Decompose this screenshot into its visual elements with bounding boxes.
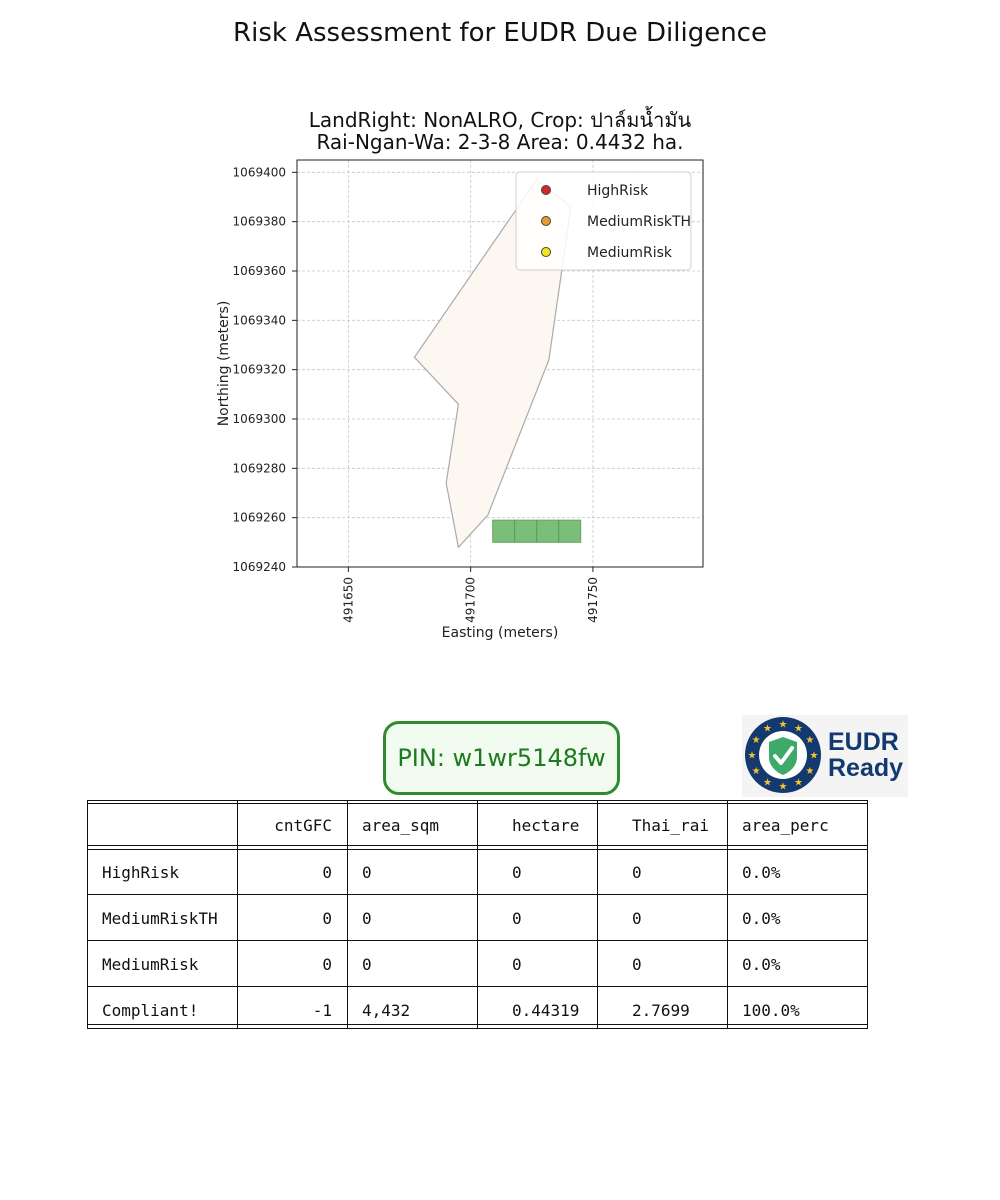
table-header-cell: area_perc [742, 816, 829, 835]
legend-label: MediumRiskTH [587, 214, 691, 230]
y-tick-label: 1069380 [233, 215, 286, 229]
forest-cover-cell [514, 519, 538, 543]
table-header-cell: Thai_rai [632, 816, 710, 835]
table-row-label: MediumRiskTH [102, 909, 218, 928]
legend-label: HighRisk [587, 183, 649, 199]
table-column-divider [867, 800, 868, 1028]
forest-cover-cell [492, 519, 516, 543]
table-cell: 0 [362, 955, 372, 974]
table-row-label: HighRisk [102, 863, 180, 882]
logo-star-icon: ★ [805, 766, 814, 777]
table-row-label: MediumRisk [102, 955, 199, 974]
forest-cover-cell [558, 519, 582, 543]
risk-summary-table: cntGFC area_sqm hectare Thai_rai area_perc Hi… [87, 800, 868, 1030]
table-column-divider [597, 800, 598, 1028]
legend-label: MediumRisk [587, 245, 673, 261]
x-tick-label: 491750 [586, 577, 600, 623]
x-tick-label: 491700 [464, 577, 478, 623]
table-cell: 0.0% [742, 863, 781, 882]
eudr-ready-logo: ★ ★ ★ ★ ★ ★ ★ ★ ★ ★ ★ ★ EUDR Ready [742, 715, 908, 797]
legend-box [515, 171, 692, 271]
logo-text-line2: Ready [828, 754, 904, 782]
logo-text-line1: EUDR [828, 728, 899, 756]
logo-star-icon: ★ [794, 724, 803, 735]
logo-star-icon: ★ [810, 751, 819, 762]
table-cell: 2.7699 [632, 1001, 690, 1020]
legend-marker [541, 216, 551, 226]
table-column-divider [347, 800, 348, 1028]
y-axis-label: Northing (meters) [216, 301, 232, 427]
legend-marker [541, 247, 551, 257]
y-tick-label: 1069240 [233, 560, 286, 574]
table-rule [87, 1028, 868, 1029]
logo-star-icon: ★ [794, 777, 803, 788]
logo-star-icon: ★ [752, 766, 761, 777]
chart-title-line1: LandRight: NonALRO, Crop: ปาล์มน้ำมัน [308, 108, 692, 132]
table-cell: 0 [512, 955, 522, 974]
logo-text: EUDR Ready [828, 729, 903, 781]
logo-star-icon: ★ [779, 782, 788, 793]
table-row-label: Compliant! [102, 1001, 199, 1020]
y-tick-label: 1069400 [233, 165, 286, 179]
table-cell: 0.44319 [512, 1001, 580, 1020]
y-tick-label: 1069280 [233, 461, 286, 475]
logo-star-icon: ★ [805, 735, 814, 746]
table-cell: 0 [632, 863, 642, 882]
forest-cover-cell [536, 519, 560, 543]
table-cell: 4,432 [362, 1001, 411, 1020]
y-tick-label: 1069320 [233, 363, 286, 377]
table-header-cell: area_sqm [362, 816, 440, 835]
table-cell: 0 [362, 909, 372, 928]
table-cell: 0.0% [742, 909, 781, 928]
plot-frame [296, 159, 704, 568]
legend-marker [541, 185, 551, 195]
table-column-divider [237, 800, 238, 1028]
table-cell: 100.0% [742, 1001, 800, 1020]
x-tick-label: 491650 [341, 577, 355, 623]
table-cell: 0 [362, 863, 372, 882]
y-tick-label: 1069340 [233, 313, 286, 327]
table-cell: 0 [512, 909, 522, 928]
table-cell: 0 [322, 909, 332, 928]
parcel-map-chart: 491650 491700 491750 1069240 1069260 1069280 1… [216, 159, 704, 641]
logo-star-icon: ★ [763, 777, 772, 788]
logo-star-icon: ★ [763, 724, 772, 735]
logo-star-icon: ★ [779, 720, 788, 731]
pin-badge: PIN: w1wr5148fw [383, 721, 620, 795]
logo-star-icon: ★ [748, 751, 757, 762]
eu-stars-shield-check-icon: ★★★★★★★★★ ★ ★★ [745, 717, 821, 793]
table-column-divider [87, 800, 88, 1028]
y-tick-label: 1069260 [233, 511, 286, 525]
table-header-cell: hectare [512, 816, 580, 835]
y-tick-label: 1069300 [233, 412, 286, 426]
table-cell: 0 [512, 863, 522, 882]
table-cell: -1 [312, 1001, 332, 1020]
chart-title-line2: Rai-Ngan-Wa: 2-3-8 Area: 0.4432 ha. [316, 130, 684, 154]
table-cell: 0.0% [742, 955, 781, 974]
table-column-divider [727, 800, 728, 1028]
y-tick-label: 1069360 [233, 264, 286, 278]
page-title: Risk Assessment for EUDR Due Diligence [233, 18, 767, 48]
x-axis-label: Easting (meters) [442, 625, 559, 641]
table-column-divider [477, 800, 478, 1028]
table-cell: 0 [632, 909, 642, 928]
logo-star-icon: ★ [752, 735, 761, 746]
table-cell: 0 [322, 863, 332, 882]
table-header-cell: cntGFC [274, 816, 332, 835]
table-cell: 0 [322, 955, 332, 974]
table-cell: 0 [632, 955, 642, 974]
